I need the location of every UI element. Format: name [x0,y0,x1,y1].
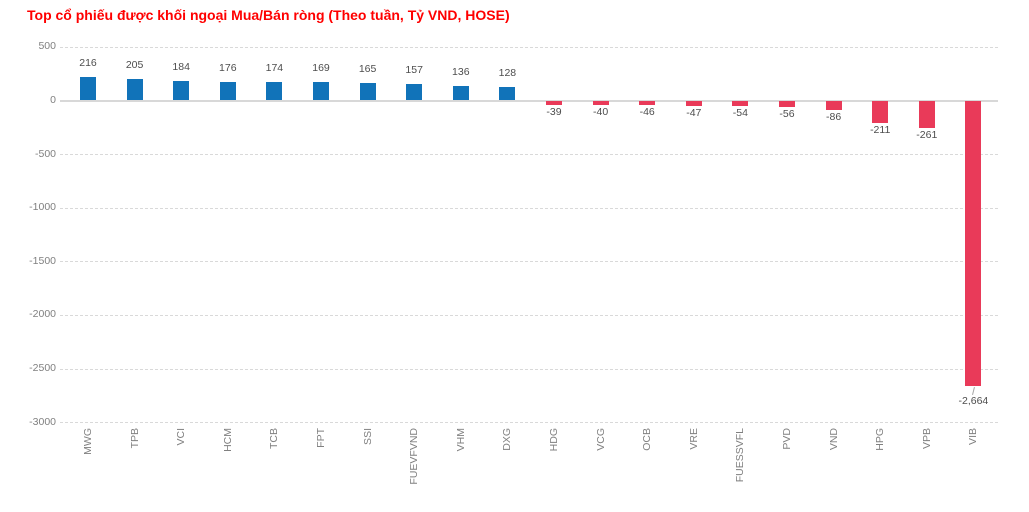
chart-title: Top cổ phiếu được khối ngoại Mua/Bán ròn… [27,7,510,23]
x-axis-label: OCB [641,428,654,451]
bar-VND [825,100,842,110]
bar-value-label: -86 [826,110,842,123]
bar-PVD [779,100,795,107]
bar-value-label: -56 [779,107,795,120]
bar-TCB [266,81,283,101]
bar-value-label: 205 [125,58,144,71]
bar-value-label: -47 [686,106,702,119]
y-axis-tick-label: 0 [50,94,56,106]
bar-value-label: 184 [172,60,190,73]
bar-OCB [639,100,656,106]
bar-HCM [219,81,236,101]
gridline [60,314,998,316]
bar-value-label: -54 [732,107,748,120]
y-axis-tick-label: 500 [38,40,56,53]
x-axis-label: DXG [501,428,514,451]
y-axis-tick-label: -1000 [29,201,56,214]
callout-line [972,387,976,396]
bar-SSI [359,82,376,101]
gridline [60,422,998,424]
bar-value-label: 128 [498,66,517,79]
x-axis-label: SSI [361,428,374,445]
x-axis-label: TCB [268,428,281,449]
y-axis-tick-label: -2500 [29,362,56,374]
x-axis-label: FUESSVFL [734,428,747,483]
bar-VHM [452,85,469,101]
bar-value-label: -39 [546,105,562,118]
x-axis-label: VHM [454,428,467,452]
gridline [60,154,998,156]
bar-value-label: -2,664 [958,395,989,408]
bar-VCG [592,100,609,105]
gridline [60,261,998,263]
x-axis-label: FPT [315,428,327,448]
bar-TPB [126,78,143,101]
x-axis-label: VCI [175,428,188,446]
bar-FUESSVFL [732,100,749,107]
bar-value-label: -40 [593,105,609,118]
bar-FUEVFVND [406,83,423,101]
y-axis-tick-label: -3000 [29,415,56,428]
x-axis-label: MWG [82,428,94,455]
bar-DXG [499,86,516,101]
bar-value-label: -46 [639,106,655,119]
gridline [60,207,998,209]
x-axis-label: FUEVFVND [408,428,421,485]
y-axis-tick-label: -1500 [29,254,56,267]
zero-axis-line [60,99,998,102]
bar-value-label: 176 [219,61,237,74]
bar-MWG [80,77,96,101]
bar-FPT [313,82,329,101]
bar-value-label: 174 [265,61,284,74]
x-axis-label: VIB [967,428,980,445]
bar-value-label: 136 [452,65,470,78]
x-axis-label: VND [827,428,840,451]
bar-HDG [546,100,562,105]
bar-VCI [173,80,190,101]
bar-value-label: 169 [312,62,330,75]
x-axis-label: VRE [687,428,700,450]
gridline [60,368,998,370]
x-axis-label: VPB [920,428,933,450]
bar-value-label: 165 [358,62,377,75]
bar-value-label: 216 [79,57,97,70]
x-axis-label: HPG [874,428,887,451]
x-axis-label: HCM [221,428,234,452]
bar-VRE [685,100,702,106]
bar-HPG [872,100,889,124]
y-axis-tick-label: -2000 [29,308,56,321]
bar-VPB [918,100,935,129]
bar-VIB [965,100,982,387]
x-axis-label: TPB [128,428,141,449]
y-axis-tick-label: -500 [34,147,56,160]
x-axis-label: VCG [594,428,607,451]
gridline [60,46,998,48]
x-axis-label: HDG [548,428,560,452]
x-axis-label: PVD [781,428,793,450]
bar-value-label: -211 [870,124,891,137]
bar-value-label: 157 [405,63,423,76]
bar-value-label: -261 [916,129,938,142]
